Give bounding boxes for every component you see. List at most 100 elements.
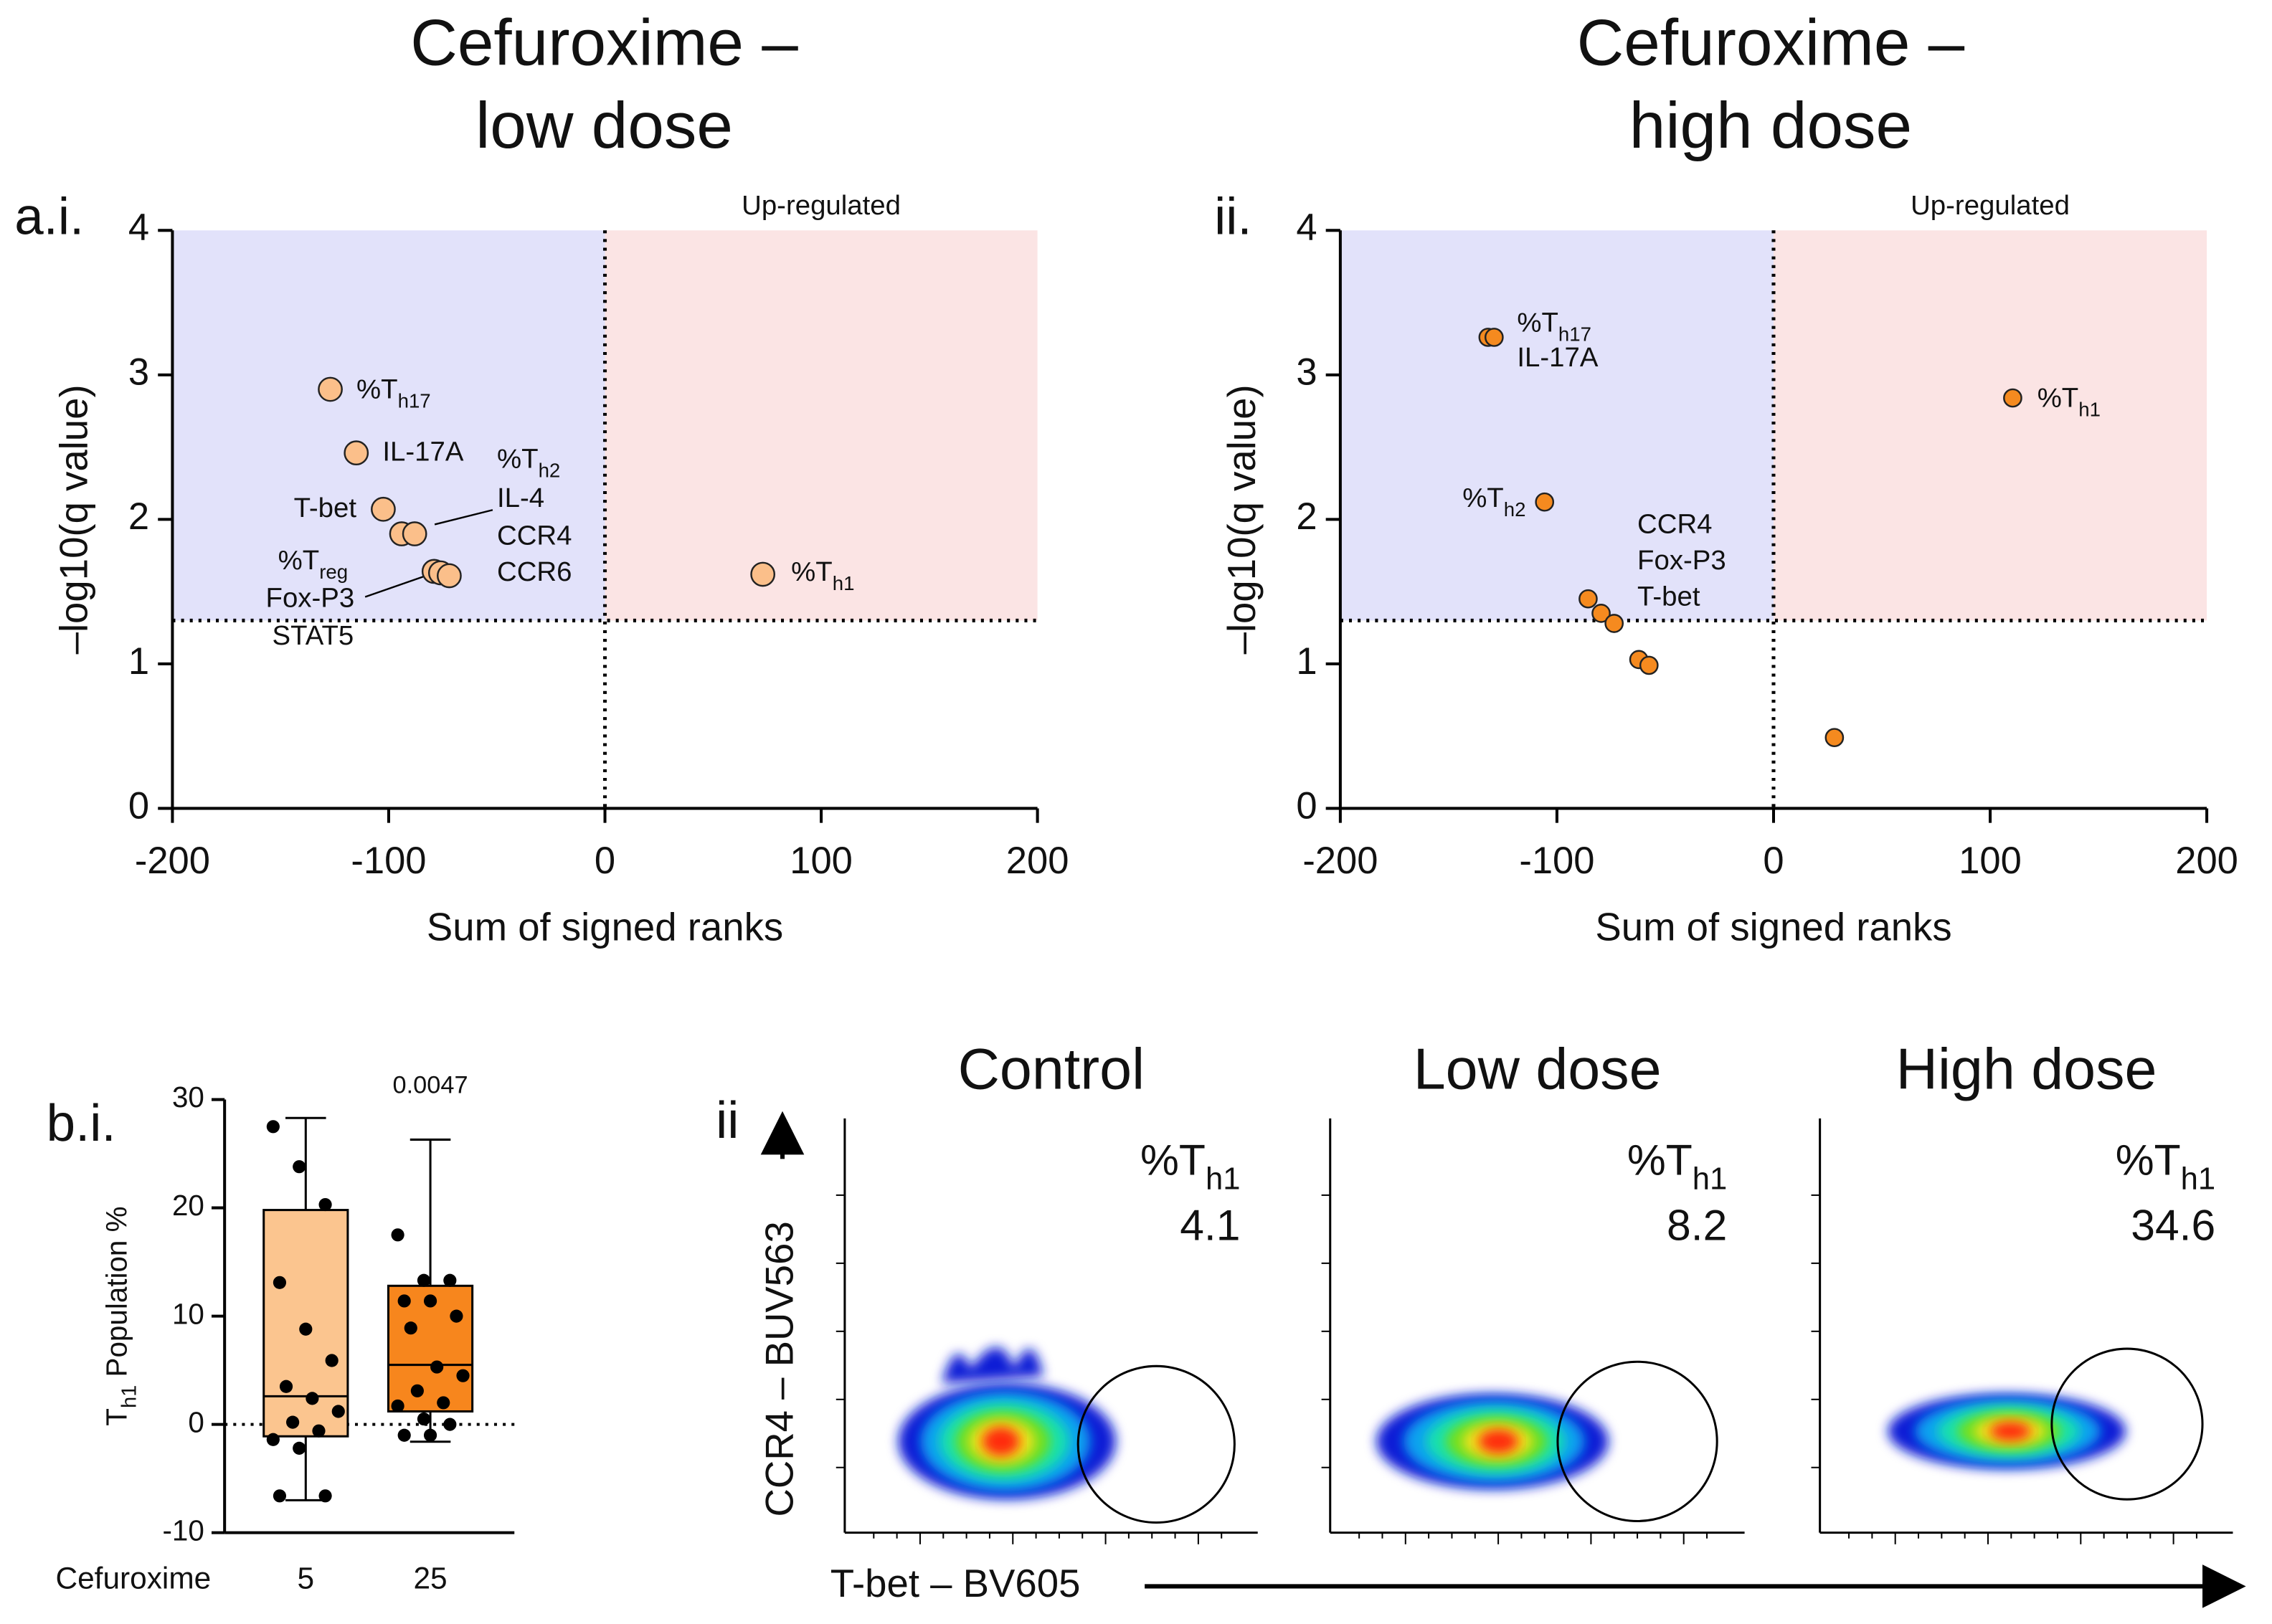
point-label: CCR4 xyxy=(497,521,572,551)
point xyxy=(293,1441,306,1455)
point-label-main: STAT5 xyxy=(273,620,354,651)
point xyxy=(437,1396,450,1410)
point-label-main: T-bet xyxy=(294,493,357,523)
point xyxy=(417,1273,431,1287)
point-label: %Th17 xyxy=(1517,308,1591,346)
density-layer xyxy=(942,1347,1043,1384)
x-tick-label: 0 xyxy=(1763,840,1784,882)
point-label: CCR4 xyxy=(1637,509,1712,540)
point xyxy=(1824,728,1845,748)
down-region xyxy=(1340,230,1774,621)
x-axis-label: Sum of signed ranks xyxy=(1595,906,1951,949)
x-axis-label: T-bet – BV605 xyxy=(830,1562,1081,1605)
point xyxy=(1604,614,1624,633)
point xyxy=(391,1228,404,1242)
gate xyxy=(1076,1364,1236,1524)
y-tick-label: -10 xyxy=(162,1514,204,1547)
y-axis-label: Th1 Population % xyxy=(100,1206,141,1425)
point xyxy=(273,1489,287,1503)
y-tick-label: 1 xyxy=(128,640,149,683)
panel-title: Low dose xyxy=(1414,1037,1662,1102)
x-tick-label: 100 xyxy=(790,840,853,882)
point xyxy=(456,1369,470,1382)
y-axis-label-rest: Population % xyxy=(100,1206,133,1385)
point xyxy=(293,1160,306,1174)
point xyxy=(344,440,369,466)
y-tick-label: 10 xyxy=(172,1297,204,1330)
panel-label: b.i. xyxy=(47,1094,116,1152)
point xyxy=(443,1273,457,1287)
point-label-main: %T xyxy=(1517,308,1558,338)
point-label-main: %T xyxy=(1462,483,1504,513)
gate-label-main: %T xyxy=(1627,1135,1693,1184)
density-layer xyxy=(983,1427,1020,1456)
x-tick-label: 100 xyxy=(1959,840,2022,882)
leader-line xyxy=(364,572,432,598)
point-label: IL-17A xyxy=(1517,342,1598,373)
point-label: %Th2 xyxy=(1462,483,1525,521)
chart-title: Cefuroxime – xyxy=(1577,7,1965,80)
point xyxy=(266,1120,280,1134)
point-label-main: CCR4 xyxy=(1637,509,1712,540)
point-label-main: CCR4 xyxy=(497,521,572,551)
x-tick-label: -200 xyxy=(135,840,210,882)
y-axis-label: –log10(q value) xyxy=(52,384,95,654)
point-label-main: IL-4 xyxy=(497,483,544,513)
point xyxy=(410,1384,424,1397)
y-tick-label: 0 xyxy=(1296,784,1317,827)
point-label: T-bet xyxy=(1637,581,1700,612)
point xyxy=(318,1489,332,1503)
point xyxy=(430,1360,444,1374)
gate-label: %Th1 xyxy=(1140,1135,1240,1196)
region-annotation: Up-regulated xyxy=(742,190,901,221)
point xyxy=(423,1428,437,1442)
point xyxy=(325,1354,339,1367)
y-tick-label: 20 xyxy=(172,1189,204,1222)
point xyxy=(397,1294,411,1308)
panel-title: Control xyxy=(958,1037,1145,1102)
point-label-main: CCR6 xyxy=(497,556,572,587)
gate-value: 8.2 xyxy=(1667,1200,1727,1249)
point-label-main: IL-17A xyxy=(382,437,463,467)
x-axis-label: Cefuroxime xyxy=(55,1562,211,1595)
point-label-sub: h2 xyxy=(539,459,561,481)
point xyxy=(318,376,343,402)
point xyxy=(1639,655,1659,675)
point xyxy=(1591,604,1611,623)
point xyxy=(402,521,427,546)
y-tick-label: 2 xyxy=(1296,495,1317,538)
point xyxy=(750,561,776,587)
point-label-main: %T xyxy=(497,444,539,475)
point-label: STAT5 xyxy=(273,620,354,651)
x-tick-label: 25 xyxy=(413,1562,447,1595)
point xyxy=(312,1424,326,1438)
density-layer xyxy=(1990,1422,2031,1441)
point-label-sub: h2 xyxy=(1504,498,1526,521)
point-label-sub: h1 xyxy=(833,572,855,594)
x-tick-label: 5 xyxy=(298,1562,315,1595)
gate-label-main: %T xyxy=(2116,1135,2181,1184)
y-tick-label: 3 xyxy=(128,351,149,394)
point-label-main: %T xyxy=(2037,383,2079,414)
point xyxy=(423,1294,437,1308)
point-label-sub: h17 xyxy=(1558,323,1591,345)
point xyxy=(273,1276,287,1289)
gate-value: 34.6 xyxy=(2131,1200,2215,1249)
point-label: %Th1 xyxy=(791,556,854,594)
point-label-main: Fox-P3 xyxy=(1637,545,1726,576)
point-label-main: %T xyxy=(278,545,320,576)
point-label: Fox-P3 xyxy=(1637,545,1726,576)
y-tick-label: 0 xyxy=(128,784,149,827)
point xyxy=(2003,388,2022,408)
x-axis-label: Sum of signed ranks xyxy=(427,906,783,949)
point xyxy=(1484,328,1504,347)
point-label: Fox-P3 xyxy=(266,583,355,614)
up-region xyxy=(605,230,1038,621)
gate-label: %Th1 xyxy=(1627,1135,1727,1196)
up-region xyxy=(1773,230,2207,621)
density-layer xyxy=(1478,1429,1518,1454)
y-axis-label: CCR4 – BUV563 xyxy=(757,1221,801,1516)
point xyxy=(286,1415,300,1429)
chart-title: high dose xyxy=(1629,90,1912,162)
